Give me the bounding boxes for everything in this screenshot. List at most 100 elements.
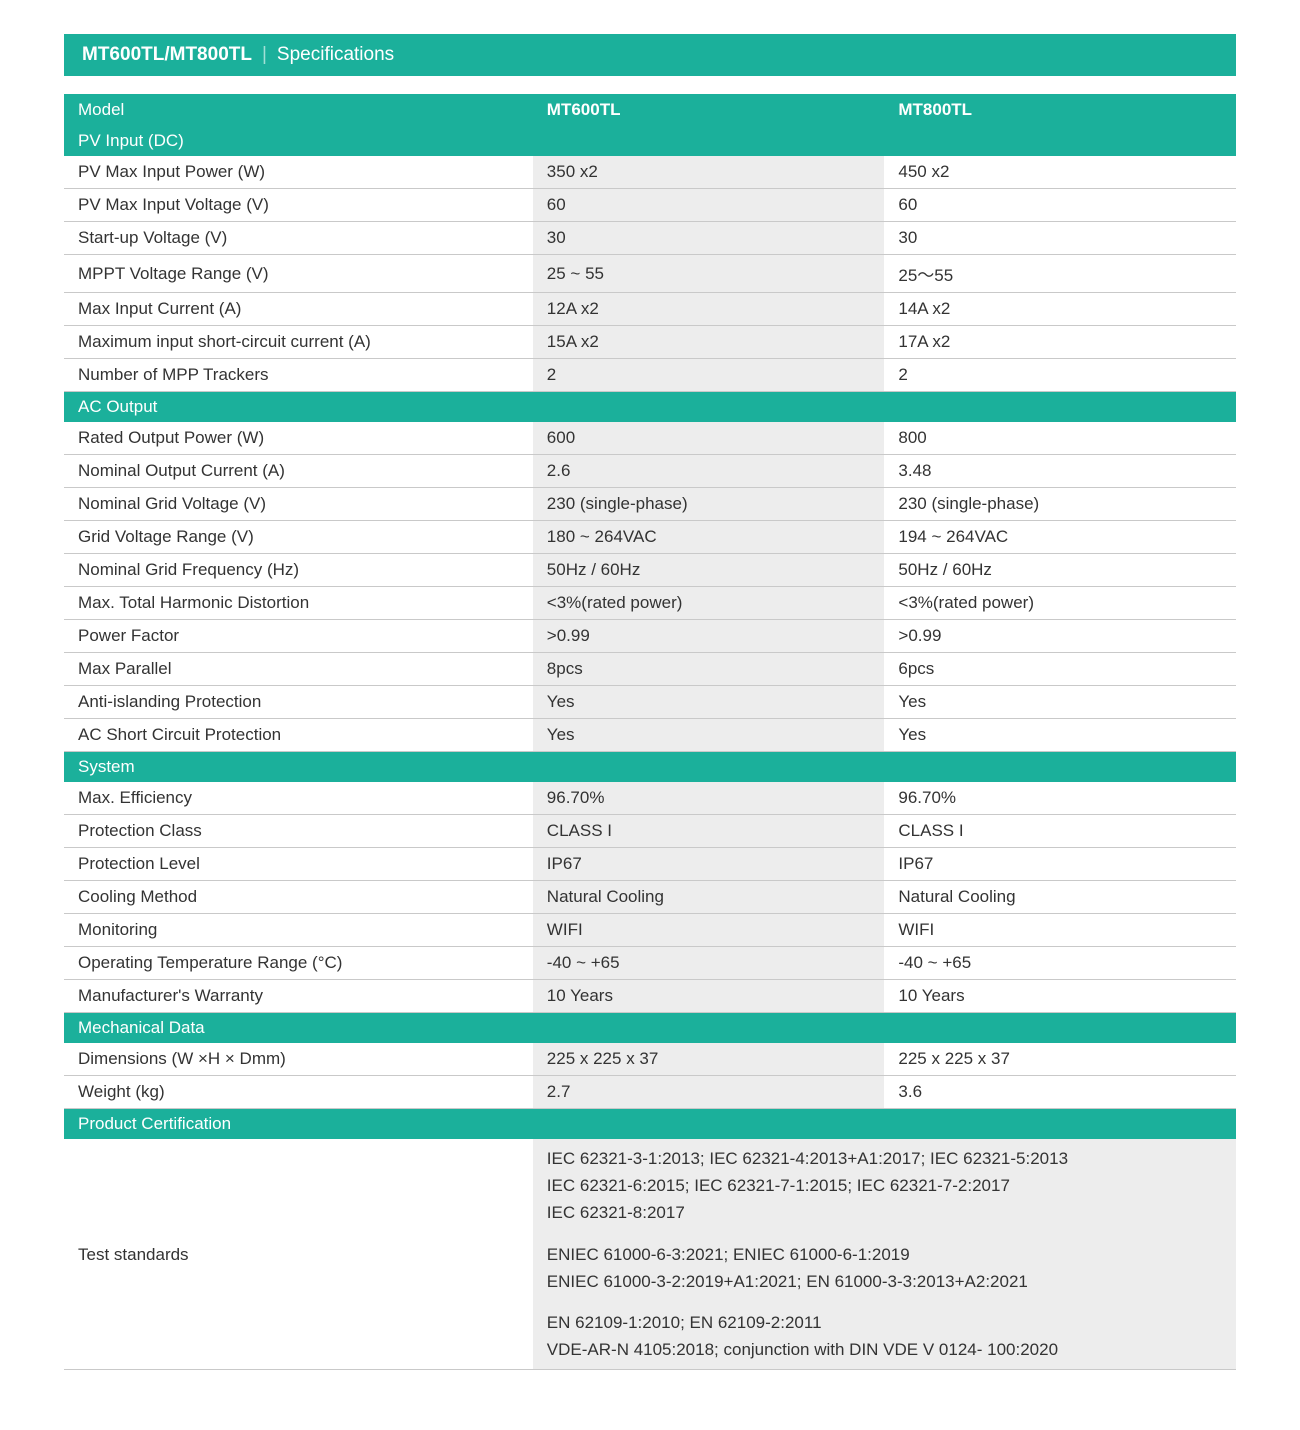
cert-row: Test standardsIEC 62321-3-1:2013; IEC 62… [64, 1139, 1236, 1370]
row-m2: 194 ~ 264VAC [884, 521, 1236, 554]
table-row: Maximum input short-circuit current (A)1… [64, 326, 1236, 359]
row-label: Nominal Grid Voltage (V) [64, 488, 533, 521]
row-label: Rated Output Power (W) [64, 422, 533, 455]
row-m1: >0.99 [533, 620, 885, 653]
row-m2: 17A x2 [884, 326, 1236, 359]
row-m2: 30 [884, 222, 1236, 255]
cert-block: IEC 62321-3-1:2013; IEC 62321-4:2013+A1:… [547, 1145, 1222, 1227]
section-header: Product Certification [64, 1109, 1236, 1140]
row-m2: 450 x2 [884, 156, 1236, 189]
cert-block: ENIEC 61000-6-3:2021; ENIEC 61000-6-1:20… [547, 1241, 1222, 1295]
row-m1: Yes [533, 686, 885, 719]
row-m2: 96.70% [884, 782, 1236, 815]
table-row: Nominal Grid Frequency (Hz)50Hz / 60Hz50… [64, 554, 1236, 587]
table-row: PV Max Input Power (W)350 x2450 x2 [64, 156, 1236, 189]
section-title: Mechanical Data [64, 1013, 1236, 1044]
title-models: MT600TL/MT800TL [82, 44, 252, 66]
section-title: AC Output [64, 392, 1236, 423]
table-row: Max. Total Harmonic Distortion<3%(rated … [64, 587, 1236, 620]
row-m1: 30 [533, 222, 885, 255]
section-header: PV Input (DC) [64, 126, 1236, 156]
table-row: Protection ClassCLASS ICLASS I [64, 815, 1236, 848]
row-label: Weight (kg) [64, 1076, 533, 1109]
header-label: Model [64, 94, 533, 126]
cert-content: IEC 62321-3-1:2013; IEC 62321-4:2013+A1:… [533, 1139, 1236, 1370]
cert-block: EN 62109-1:2010; EN 62109-2:2011VDE-AR-N… [547, 1309, 1222, 1363]
section-title: Product Certification [64, 1109, 1236, 1140]
row-m2: 25～55 [884, 255, 1236, 293]
table-row: Max Parallel8pcs6pcs [64, 653, 1236, 686]
table-row: Max Input Current (A)12A x214A x2 [64, 293, 1236, 326]
row-label: Anti-islanding Protection [64, 686, 533, 719]
table-row: PV Max Input Voltage (V)6060 [64, 189, 1236, 222]
row-m2: 225 x 225 x 37 [884, 1043, 1236, 1076]
row-m1: IP67 [533, 848, 885, 881]
section-title: System [64, 752, 1236, 783]
row-m1: 225 x 225 x 37 [533, 1043, 885, 1076]
table-row: Start-up Voltage (V)3030 [64, 222, 1236, 255]
row-label: Start-up Voltage (V) [64, 222, 533, 255]
table-row: Operating Temperature Range (°C) -40 ~ +6… [64, 947, 1236, 980]
row-label: Number of MPP Trackers [64, 359, 533, 392]
row-label: Grid Voltage Range (V) [64, 521, 533, 554]
title-bar: MT600TL/MT800TL | Specifications [64, 34, 1236, 76]
row-m1: 25 ~ 55 [533, 255, 885, 293]
header-row: ModelMT600TLMT800TL [64, 94, 1236, 126]
table-row: Rated Output Power (W)600800 [64, 422, 1236, 455]
row-label: PV Max Input Power (W) [64, 156, 533, 189]
section-title: PV Input (DC) [64, 126, 1236, 156]
row-label: Protection Level [64, 848, 533, 881]
row-m1: 50Hz / 60Hz [533, 554, 885, 587]
row-m1: 600 [533, 422, 885, 455]
row-m1: 60 [533, 189, 885, 222]
table-row: Number of MPP Trackers22 [64, 359, 1236, 392]
row-m1: 2.6 [533, 455, 885, 488]
table-row: Nominal Grid Voltage (V)230 (single-phas… [64, 488, 1236, 521]
row-label: Protection Class [64, 815, 533, 848]
row-m1: Natural Cooling [533, 881, 885, 914]
row-m1: 2 [533, 359, 885, 392]
row-m1: 15A x2 [533, 326, 885, 359]
section-header: System [64, 752, 1236, 783]
row-m2: 50Hz / 60Hz [884, 554, 1236, 587]
row-label: Nominal Grid Frequency (Hz) [64, 554, 533, 587]
row-m2: >0.99 [884, 620, 1236, 653]
table-row: Anti-islanding ProtectionYesYes [64, 686, 1236, 719]
row-m2: 60 [884, 189, 1236, 222]
row-m2: 800 [884, 422, 1236, 455]
row-label: Operating Temperature Range (°C) [64, 947, 533, 980]
row-m2: 3.48 [884, 455, 1236, 488]
table-row: Max. Efficiency96.70%96.70% [64, 782, 1236, 815]
row-m1: 230 (single-phase) [533, 488, 885, 521]
table-row: Grid Voltage Range (V)180 ~ 264VAC194 ~ … [64, 521, 1236, 554]
title-divider: | [262, 44, 267, 66]
row-label: AC Short Circuit Protection [64, 719, 533, 752]
row-label: MPPT Voltage Range (V) [64, 255, 533, 293]
row-m1: 8pcs [533, 653, 885, 686]
row-m2: <3%(rated power) [884, 587, 1236, 620]
row-m2: 14A x2 [884, 293, 1236, 326]
row-m2: IP67 [884, 848, 1236, 881]
row-label: Maximum input short-circuit current (A) [64, 326, 533, 359]
row-label: Dimensions (W ×H × Dmm) [64, 1043, 533, 1076]
row-m1: 2.7 [533, 1076, 885, 1109]
row-label: Manufacturer's Warranty [64, 980, 533, 1013]
table-row: MonitoringWIFIWIFI [64, 914, 1236, 947]
table-row: Nominal Output Current (A)2.63.48 [64, 455, 1236, 488]
row-m2: 3.6 [884, 1076, 1236, 1109]
spec-table: ModelMT600TLMT800TLPV Input (DC)PV Max I… [64, 94, 1236, 1370]
table-row: Power Factor>0.99>0.99 [64, 620, 1236, 653]
section-header: Mechanical Data [64, 1013, 1236, 1044]
table-row: MPPT Voltage Range (V)25 ~ 5525～55 [64, 255, 1236, 293]
row-m1: 10 Years [533, 980, 885, 1013]
row-m2: CLASS I [884, 815, 1236, 848]
row-m2: 230 (single-phase) [884, 488, 1236, 521]
row-m2: 2 [884, 359, 1236, 392]
row-m2: 10 Years [884, 980, 1236, 1013]
row-m2: -40 ~ +65 [884, 947, 1236, 980]
row-m2: WIFI [884, 914, 1236, 947]
title-spec: Specifications [277, 44, 394, 66]
row-label: Nominal Output Current (A) [64, 455, 533, 488]
table-row: Protection LevelIP67IP67 [64, 848, 1236, 881]
row-m2: Yes [884, 719, 1236, 752]
